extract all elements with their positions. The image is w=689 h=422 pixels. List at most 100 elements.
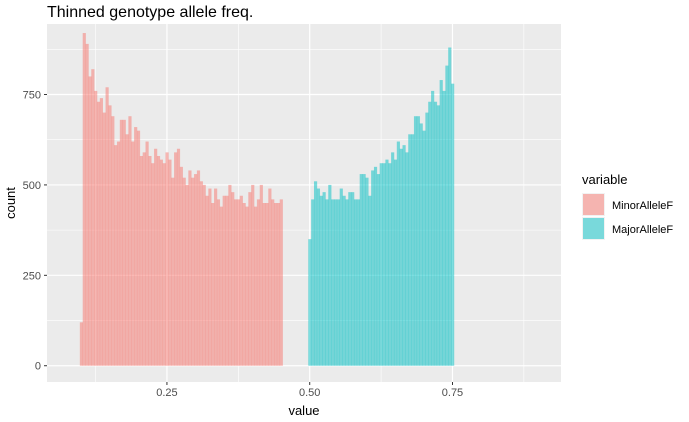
bar bbox=[416, 116, 420, 366]
bar bbox=[139, 155, 143, 366]
y-axis: 0 250 500 750 bbox=[23, 90, 47, 373]
bar bbox=[271, 199, 275, 366]
bar bbox=[211, 203, 215, 366]
bar bbox=[242, 203, 246, 366]
bar bbox=[234, 199, 238, 366]
bar bbox=[328, 184, 332, 366]
bar bbox=[311, 199, 315, 366]
bar bbox=[371, 170, 375, 366]
bar bbox=[259, 184, 263, 366]
bar bbox=[405, 152, 409, 366]
bar bbox=[128, 116, 132, 366]
bar bbox=[188, 170, 192, 366]
bar bbox=[131, 141, 135, 366]
bar bbox=[151, 163, 155, 366]
bar bbox=[196, 170, 201, 366]
bar bbox=[396, 141, 400, 366]
bar bbox=[316, 188, 321, 366]
x-tick-label: 0.75 bbox=[442, 387, 463, 399]
y-tick-label: 500 bbox=[23, 180, 41, 192]
bar bbox=[431, 90, 435, 366]
bar bbox=[339, 188, 343, 366]
bar bbox=[279, 199, 283, 366]
y-axis-label: count bbox=[3, 187, 18, 219]
bar bbox=[85, 43, 89, 366]
bar bbox=[174, 152, 178, 366]
bar bbox=[179, 166, 183, 366]
bar bbox=[105, 87, 109, 366]
bar bbox=[308, 239, 312, 366]
bar bbox=[399, 148, 403, 366]
bar bbox=[425, 112, 429, 366]
bar bbox=[94, 90, 98, 366]
bar bbox=[125, 134, 129, 366]
bar bbox=[159, 159, 163, 366]
bar bbox=[116, 141, 121, 366]
bar bbox=[322, 192, 326, 366]
bar bbox=[362, 174, 366, 366]
x-tick-label: 0.50 bbox=[299, 387, 320, 399]
bar bbox=[422, 130, 426, 366]
bar bbox=[111, 116, 115, 366]
bar bbox=[114, 145, 118, 366]
bar bbox=[276, 203, 281, 366]
bar bbox=[216, 199, 221, 366]
bar bbox=[333, 199, 338, 366]
bar bbox=[385, 159, 389, 366]
bar bbox=[168, 159, 172, 366]
bar bbox=[433, 101, 438, 366]
bar bbox=[182, 177, 186, 366]
bar bbox=[442, 90, 446, 366]
legend-title: variable bbox=[582, 172, 628, 187]
bar bbox=[91, 69, 95, 366]
bar bbox=[208, 188, 212, 366]
series-MinorAlleleF bbox=[79, 33, 283, 366]
bar bbox=[331, 199, 335, 366]
histogram-bars bbox=[79, 33, 455, 366]
bar bbox=[251, 184, 255, 366]
bar bbox=[214, 188, 218, 366]
bar bbox=[325, 199, 329, 366]
bar bbox=[191, 177, 195, 366]
bar bbox=[345, 199, 349, 366]
bar bbox=[445, 65, 449, 366]
bar bbox=[268, 188, 272, 366]
bar bbox=[236, 199, 241, 366]
legend-label: MinorAlleleF bbox=[612, 200, 673, 212]
bar bbox=[448, 47, 452, 366]
bar bbox=[134, 127, 138, 366]
bar bbox=[274, 203, 278, 366]
bar bbox=[359, 174, 363, 366]
bar bbox=[376, 174, 380, 366]
bar bbox=[222, 195, 226, 366]
y-tick-label: 750 bbox=[23, 90, 41, 102]
bar bbox=[231, 192, 235, 366]
bar bbox=[102, 112, 106, 366]
bar bbox=[351, 192, 355, 366]
bar bbox=[353, 199, 358, 366]
bar bbox=[185, 184, 189, 366]
bar bbox=[411, 134, 415, 366]
bar bbox=[88, 76, 92, 366]
bar bbox=[379, 163, 383, 366]
bar bbox=[119, 119, 123, 366]
bar bbox=[436, 105, 440, 366]
bar bbox=[136, 130, 141, 366]
bar bbox=[82, 33, 86, 366]
legend-swatch bbox=[583, 194, 604, 215]
bar bbox=[96, 101, 101, 366]
bar bbox=[365, 177, 369, 366]
bar bbox=[336, 199, 340, 366]
x-tick-label: 0.25 bbox=[156, 387, 177, 399]
bar bbox=[419, 123, 423, 366]
bar bbox=[142, 152, 146, 366]
bar bbox=[319, 195, 323, 366]
bar bbox=[194, 174, 198, 366]
bar bbox=[408, 134, 412, 366]
bar bbox=[428, 101, 432, 366]
bar bbox=[391, 152, 395, 366]
bar bbox=[256, 199, 261, 366]
bar bbox=[451, 83, 455, 366]
bar bbox=[199, 181, 203, 366]
